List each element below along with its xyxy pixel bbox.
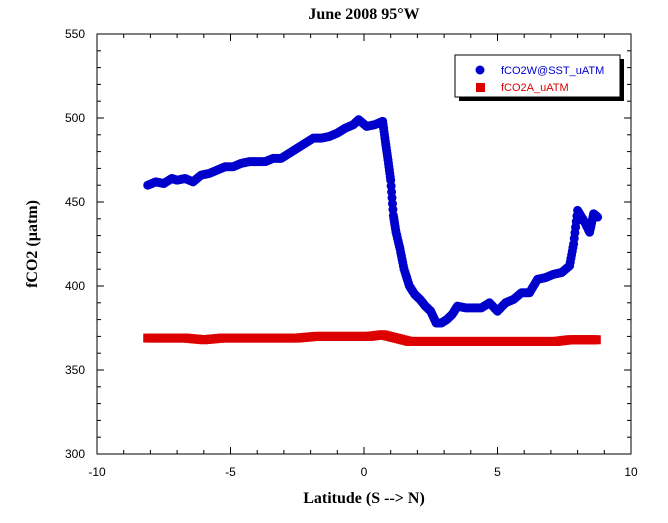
x-tick-label: 0 (361, 465, 368, 479)
chart-title: June 2008 95°W (308, 6, 419, 23)
legend: fCO2W@SST_uATM fCO2A_uATM (454, 54, 624, 101)
x-tick-label: 10 (624, 465, 638, 479)
y-tick-labels: 300 350 400 450 500 550 (65, 27, 85, 461)
y-tick-label: 500 (65, 111, 85, 125)
series-layer (143, 115, 603, 346)
plot-area (96, 33, 632, 455)
x-tick-labels: -10 -5 0 5 10 (88, 465, 638, 479)
series-fco2w (143, 115, 603, 328)
y-tick-label: 550 (65, 27, 85, 41)
axis-ticks (96, 33, 632, 455)
legend-marker-fco2w (475, 65, 485, 75)
legend-marker-fco2a (476, 83, 485, 92)
y-axis-label: fCO2 (µatm) (24, 200, 41, 288)
x-axis-label: Latitude (S --> N) (303, 490, 425, 507)
x-tick-label: -10 (88, 465, 106, 479)
x-tick-label: 5 (494, 465, 501, 479)
y-tick-label: 400 (65, 279, 85, 293)
y-tick-label: 300 (65, 447, 85, 461)
legend-label-fco2w: fCO2W@SST_uATM (501, 65, 604, 77)
data-point (593, 212, 603, 222)
y-tick-label: 450 (65, 195, 85, 209)
data-point (591, 335, 601, 345)
x-tick-label: -5 (225, 465, 236, 479)
y-tick-label: 350 (65, 363, 85, 377)
series-fco2a (143, 330, 601, 346)
legend-label-fco2a: fCO2A_uATM (501, 82, 569, 94)
